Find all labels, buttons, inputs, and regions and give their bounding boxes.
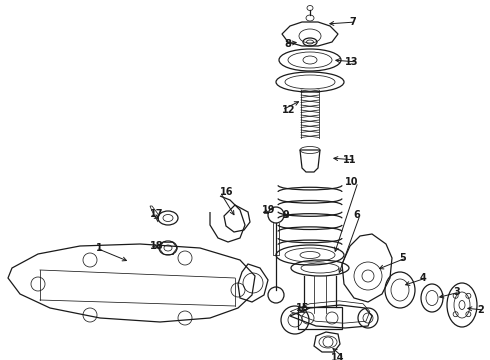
- Text: 2: 2: [477, 305, 484, 315]
- Text: 3: 3: [453, 287, 460, 297]
- Text: 16: 16: [220, 187, 234, 197]
- Text: 7: 7: [349, 17, 356, 27]
- Text: 14: 14: [330, 353, 344, 360]
- Text: 10: 10: [344, 177, 358, 187]
- Text: 8: 8: [284, 39, 291, 49]
- Text: 12: 12: [282, 105, 295, 115]
- Text: 19: 19: [262, 205, 275, 215]
- Text: 11: 11: [343, 155, 356, 165]
- Text: 1: 1: [96, 243, 103, 253]
- Text: 13: 13: [344, 57, 358, 67]
- Text: 4: 4: [419, 273, 426, 283]
- Text: 15: 15: [296, 303, 310, 313]
- Text: 18: 18: [150, 241, 164, 251]
- Bar: [298, 307, 342, 329]
- Text: 5: 5: [399, 253, 406, 263]
- Text: 9: 9: [282, 210, 289, 220]
- Text: 17: 17: [150, 209, 164, 219]
- Text: 6: 6: [353, 210, 360, 220]
